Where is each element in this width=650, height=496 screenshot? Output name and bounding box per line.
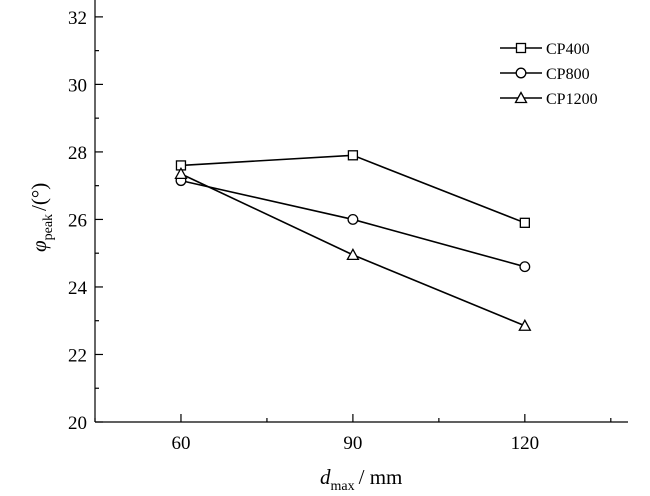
series-cp1200 bbox=[174, 167, 532, 331]
data-point-cp1200 bbox=[174, 167, 188, 180]
y-axis-title-sub: peak bbox=[41, 214, 56, 240]
y-tick-label: 26 bbox=[68, 210, 87, 231]
x-tick-label: 90 bbox=[343, 433, 362, 454]
legend-label: CP400 bbox=[546, 41, 590, 58]
data-point-cp1200 bbox=[518, 318, 532, 331]
legend: CP400 CP800 CP1200 bbox=[500, 41, 598, 108]
x-tick-label: 120 bbox=[511, 433, 540, 454]
data-point-cp1200 bbox=[346, 248, 360, 261]
x-axis-title-unit: / mm bbox=[359, 465, 403, 489]
legend-item-cp1200: CP1200 bbox=[500, 91, 598, 108]
legend-label: CP1200 bbox=[546, 91, 598, 108]
legend-item-cp400: CP400 bbox=[500, 41, 590, 58]
data-point-cp400 bbox=[519, 217, 530, 228]
x-tick-label: 60 bbox=[171, 433, 190, 454]
y-tick-label: 22 bbox=[68, 345, 87, 366]
legend-item-cp800: CP800 bbox=[500, 66, 590, 83]
y-axis-title-unit: /(°) bbox=[27, 183, 51, 211]
legend-marker bbox=[515, 67, 527, 79]
data-point-cp400 bbox=[347, 150, 359, 161]
legend-label: CP800 bbox=[546, 66, 590, 83]
y-tick-label: 20 bbox=[68, 413, 87, 434]
y-tick-label: 24 bbox=[68, 278, 88, 299]
series-group bbox=[174, 150, 532, 331]
legend-marker bbox=[515, 42, 527, 54]
x-axis-title-main: d bbox=[320, 465, 331, 489]
y-tick-label: 32 bbox=[68, 8, 87, 29]
series-line-cp400 bbox=[180, 154, 526, 224]
data-point-cp800 bbox=[519, 261, 531, 273]
ticks: 20 22 24 26 28 30 32 60 90 120 bbox=[68, 8, 612, 454]
y-tick-label: 28 bbox=[68, 143, 87, 164]
axes bbox=[94, 0, 628, 423]
x-axis-title-sub: max bbox=[331, 479, 355, 494]
y-axis-title: φpeak /(°) bbox=[27, 183, 56, 252]
legend-marker bbox=[514, 91, 528, 104]
y-axis-title-main: φ bbox=[27, 240, 51, 252]
x-axis-title: dmax / mm bbox=[320, 465, 402, 494]
data-point-cp800 bbox=[347, 213, 359, 225]
y-tick-label: 30 bbox=[68, 75, 87, 96]
